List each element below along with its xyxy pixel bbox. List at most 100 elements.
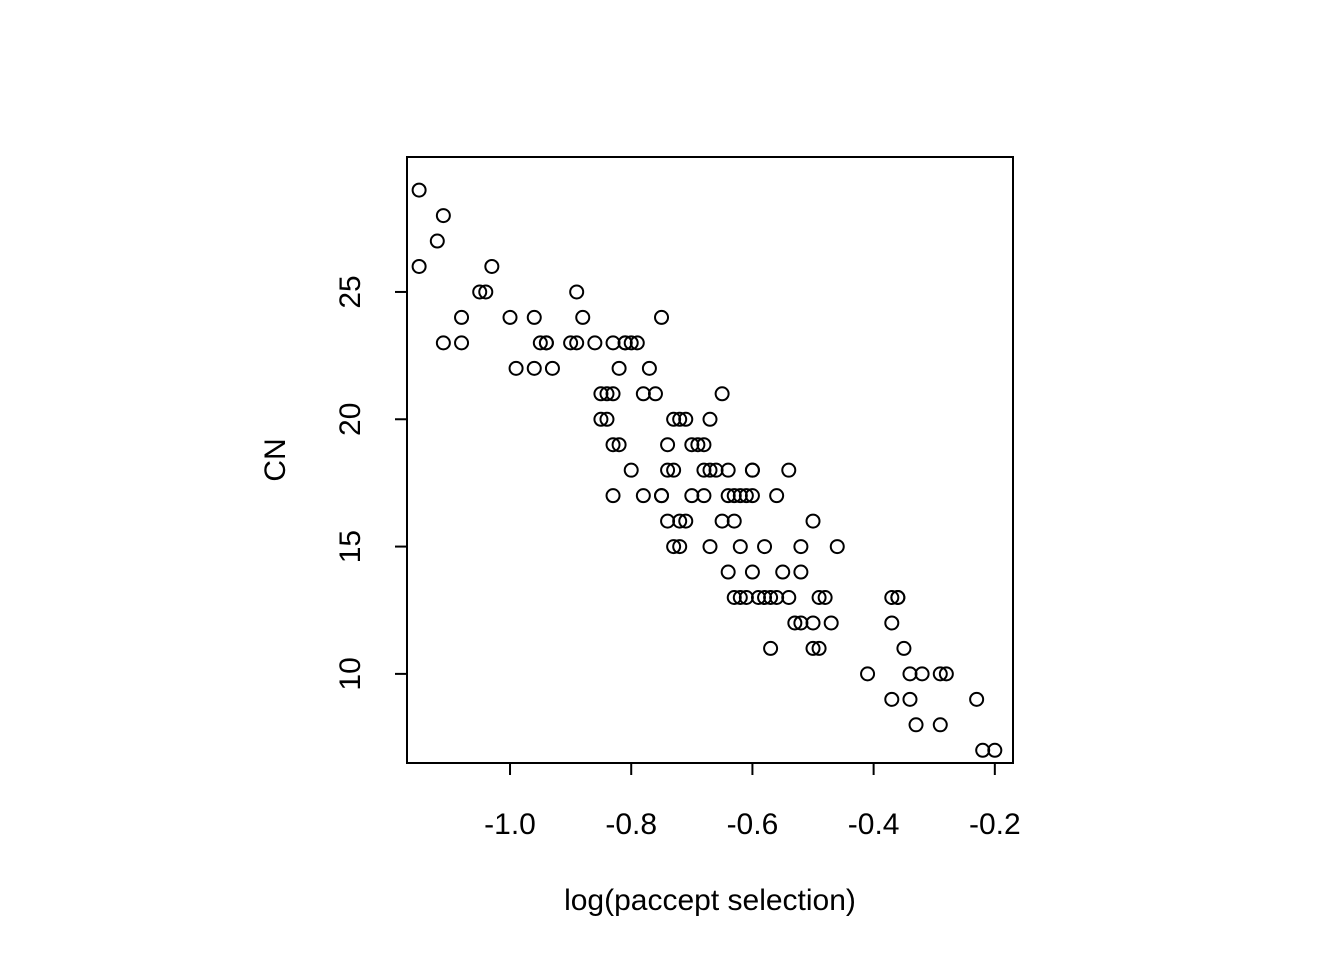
x-axis: -1.0 -0.8 -0.6 -0.4 -0.2 [484,762,1021,841]
data-point [938,666,954,682]
data-point [678,411,694,427]
data-point [884,615,900,631]
data-point [593,411,609,427]
data-point [411,182,427,198]
data-point [884,589,900,605]
data-point [647,386,663,402]
data-point [726,513,742,529]
data-point [672,411,688,427]
data-point [969,691,985,707]
data-point [502,309,518,325]
data-point [605,386,621,402]
data-point [720,564,736,580]
plot-frame [406,156,1014,764]
data-point [605,335,621,351]
data-point [702,411,718,427]
data-point [757,539,773,555]
data-point [660,437,676,453]
data-point [932,666,948,682]
data-point [732,539,748,555]
data-point [635,386,651,402]
data-point [763,589,779,605]
data-point [781,589,797,605]
data-point [575,309,591,325]
data-point [744,462,760,478]
x-tick-label: -0.2 [969,808,1021,841]
data-point [763,640,779,656]
data-point [720,462,736,478]
data-point [714,513,730,529]
data-point [599,386,615,402]
y-axis-title: CN [259,438,292,481]
y-axis: 10 15 20 25 [334,275,408,691]
data-point [805,615,821,631]
data-point [563,335,579,351]
data-points [411,182,1003,758]
data-point [569,335,585,351]
data-point [623,335,639,351]
data-point [599,411,615,427]
data-point [805,640,821,656]
data-point [744,564,760,580]
data-point [605,488,621,504]
data-point [666,462,682,478]
data-point [769,488,785,504]
y-tick-label: 10 [334,657,367,690]
data-point [605,437,621,453]
x-axis-title: log(paccept selection) [564,884,856,917]
y-tick-label: 20 [334,403,367,436]
data-point [744,488,760,504]
data-point [587,335,603,351]
data-point [641,360,657,376]
data-point [987,742,1003,758]
data-point [696,437,712,453]
data-point [526,360,542,376]
data-point [508,360,524,376]
data-point [435,335,451,351]
data-point [629,335,645,351]
data-point [684,488,700,504]
x-tick-label: -0.6 [727,808,779,841]
data-point [569,284,585,300]
data-point [817,589,833,605]
x-tick-label: -0.8 [605,808,657,841]
data-point [660,513,676,529]
data-point [635,488,651,504]
data-point [787,615,803,631]
data-point [532,335,548,351]
data-point [538,335,554,351]
data-point [805,513,821,529]
data-point [829,539,845,555]
data-point [932,717,948,733]
data-point [732,589,748,605]
data-point [654,488,670,504]
data-point [902,691,918,707]
data-point [611,360,627,376]
data-point [690,437,706,453]
data-point [811,640,827,656]
x-tick-label: -0.4 [848,808,900,841]
data-point [526,309,542,325]
data-point [975,742,991,758]
data-point [672,513,688,529]
data-point [454,309,470,325]
data-point [914,666,930,682]
data-point [429,233,445,249]
data-point [738,488,754,504]
data-point [696,488,712,504]
data-point [435,208,451,224]
data-point [702,462,718,478]
data-point [478,284,494,300]
data-point [454,335,470,351]
data-point [884,691,900,707]
data-point [411,258,427,274]
data-point [623,462,639,478]
data-point [666,539,682,555]
data-point [896,640,912,656]
data-point [781,462,797,478]
data-point [702,539,718,555]
data-point [793,564,809,580]
data-point [902,666,918,682]
data-point [672,539,688,555]
data-point [775,564,791,580]
